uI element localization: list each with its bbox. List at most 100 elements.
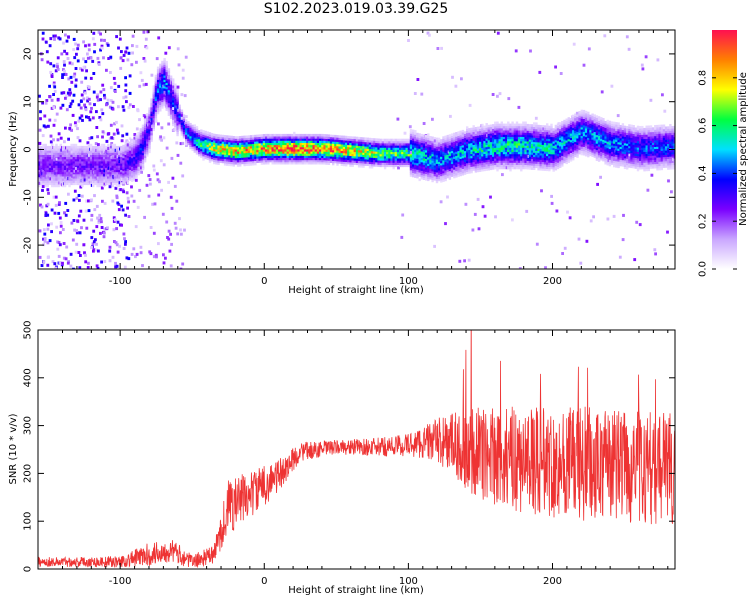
heat-cell bbox=[204, 141, 207, 145]
heat-cell bbox=[282, 136, 285, 139]
heat-cell bbox=[312, 146, 315, 150]
heat-cell bbox=[236, 144, 240, 148]
heat-cell bbox=[522, 166, 525, 170]
heat-cell bbox=[105, 173, 108, 177]
heat-cell bbox=[412, 133, 415, 137]
heat-cell bbox=[71, 174, 74, 178]
heat-cell bbox=[269, 146, 272, 150]
heat-cell bbox=[306, 146, 309, 150]
heat-cell bbox=[530, 163, 534, 166]
heat-cell bbox=[327, 158, 331, 161]
heat-cell bbox=[511, 166, 514, 170]
heat-cell bbox=[416, 165, 419, 168]
heat-cell bbox=[528, 128, 532, 131]
heat-cell bbox=[507, 149, 510, 153]
heat-cell bbox=[43, 114, 47, 118]
heat-cell bbox=[418, 152, 421, 156]
heat-cell bbox=[489, 150, 493, 153]
heat-cell bbox=[154, 94, 158, 97]
heat-cell bbox=[483, 147, 486, 150]
heat-cell bbox=[38, 229, 42, 233]
heat-cell bbox=[334, 160, 337, 164]
heat-cell bbox=[295, 155, 298, 158]
heat-cell bbox=[111, 145, 114, 149]
heat-cell bbox=[63, 150, 67, 153]
heat-cell bbox=[198, 132, 201, 135]
heat-cell bbox=[200, 140, 203, 143]
heat-cell bbox=[38, 150, 41, 153]
heat-cell bbox=[425, 171, 428, 175]
heat-cell bbox=[476, 161, 480, 164]
heat-cell bbox=[533, 154, 536, 158]
heat-cell bbox=[370, 146, 374, 150]
heat-cell bbox=[97, 143, 100, 147]
heat-cell bbox=[513, 162, 516, 165]
heat-cell bbox=[425, 162, 428, 166]
heat-cell bbox=[433, 150, 436, 153]
heat-cell bbox=[76, 167, 80, 170]
heat-cell bbox=[345, 138, 348, 141]
heat-cell bbox=[448, 138, 452, 142]
heat-cell bbox=[228, 135, 231, 139]
heat-cell bbox=[366, 161, 369, 164]
heat-cell bbox=[163, 58, 166, 61]
heat-cell bbox=[135, 156, 138, 160]
heat-cell bbox=[57, 163, 60, 166]
heat-cell bbox=[53, 161, 56, 164]
heat-cell bbox=[394, 153, 398, 157]
heat-cell bbox=[245, 150, 248, 154]
heat-cell bbox=[236, 157, 240, 161]
heat-cell bbox=[124, 76, 127, 80]
heat-cell bbox=[492, 139, 495, 142]
heat-cell bbox=[481, 205, 485, 209]
heat-cell bbox=[455, 149, 458, 152]
heat-cell bbox=[200, 129, 203, 132]
heat-cell bbox=[92, 165, 95, 168]
heat-cell bbox=[295, 157, 298, 161]
heat-cell bbox=[515, 136, 519, 140]
heat-cell bbox=[373, 138, 376, 141]
heat-cell bbox=[502, 155, 506, 159]
heat-cell bbox=[150, 134, 153, 138]
heat-cell bbox=[457, 163, 460, 167]
heat-cell bbox=[100, 161, 104, 164]
heat-cell bbox=[476, 167, 480, 171]
heat-cell bbox=[342, 144, 346, 147]
heat-cell bbox=[221, 141, 225, 144]
heat-cell bbox=[98, 173, 101, 177]
heat-cell bbox=[126, 172, 129, 176]
heat-cell bbox=[530, 128, 534, 132]
heat-cell bbox=[461, 172, 465, 176]
heat-cell bbox=[210, 148, 214, 151]
heat-cell bbox=[217, 151, 220, 155]
heat-cell bbox=[189, 140, 192, 143]
heat-cell bbox=[147, 194, 151, 198]
heat-cell bbox=[59, 165, 62, 168]
heat-cell bbox=[537, 165, 540, 169]
heat-cell bbox=[431, 164, 434, 168]
heat-cell bbox=[150, 113, 153, 116]
heat-cell bbox=[414, 140, 417, 144]
heat-cell bbox=[509, 153, 512, 157]
heat-cell bbox=[128, 152, 132, 155]
heat-cell bbox=[522, 162, 525, 165]
heat-cell bbox=[122, 53, 126, 57]
heat-cell bbox=[476, 139, 480, 143]
heat-cell bbox=[310, 140, 313, 143]
heat-cell bbox=[106, 43, 110, 47]
heat-cell bbox=[468, 132, 471, 135]
heat-cell bbox=[550, 145, 553, 148]
heat-cell bbox=[429, 174, 432, 178]
heat-cell bbox=[487, 139, 490, 143]
heat-cell bbox=[514, 49, 518, 53]
heat-cell bbox=[303, 144, 307, 148]
heat-cell bbox=[143, 129, 147, 133]
heat-cell bbox=[375, 138, 378, 141]
heat-cell bbox=[85, 199, 88, 203]
heat-cell bbox=[530, 154, 534, 157]
heat-cell bbox=[466, 147, 469, 151]
heat-cell bbox=[299, 138, 302, 141]
heat-cell bbox=[150, 73, 154, 77]
heat-cell bbox=[474, 146, 478, 149]
heat-cell bbox=[299, 140, 302, 143]
